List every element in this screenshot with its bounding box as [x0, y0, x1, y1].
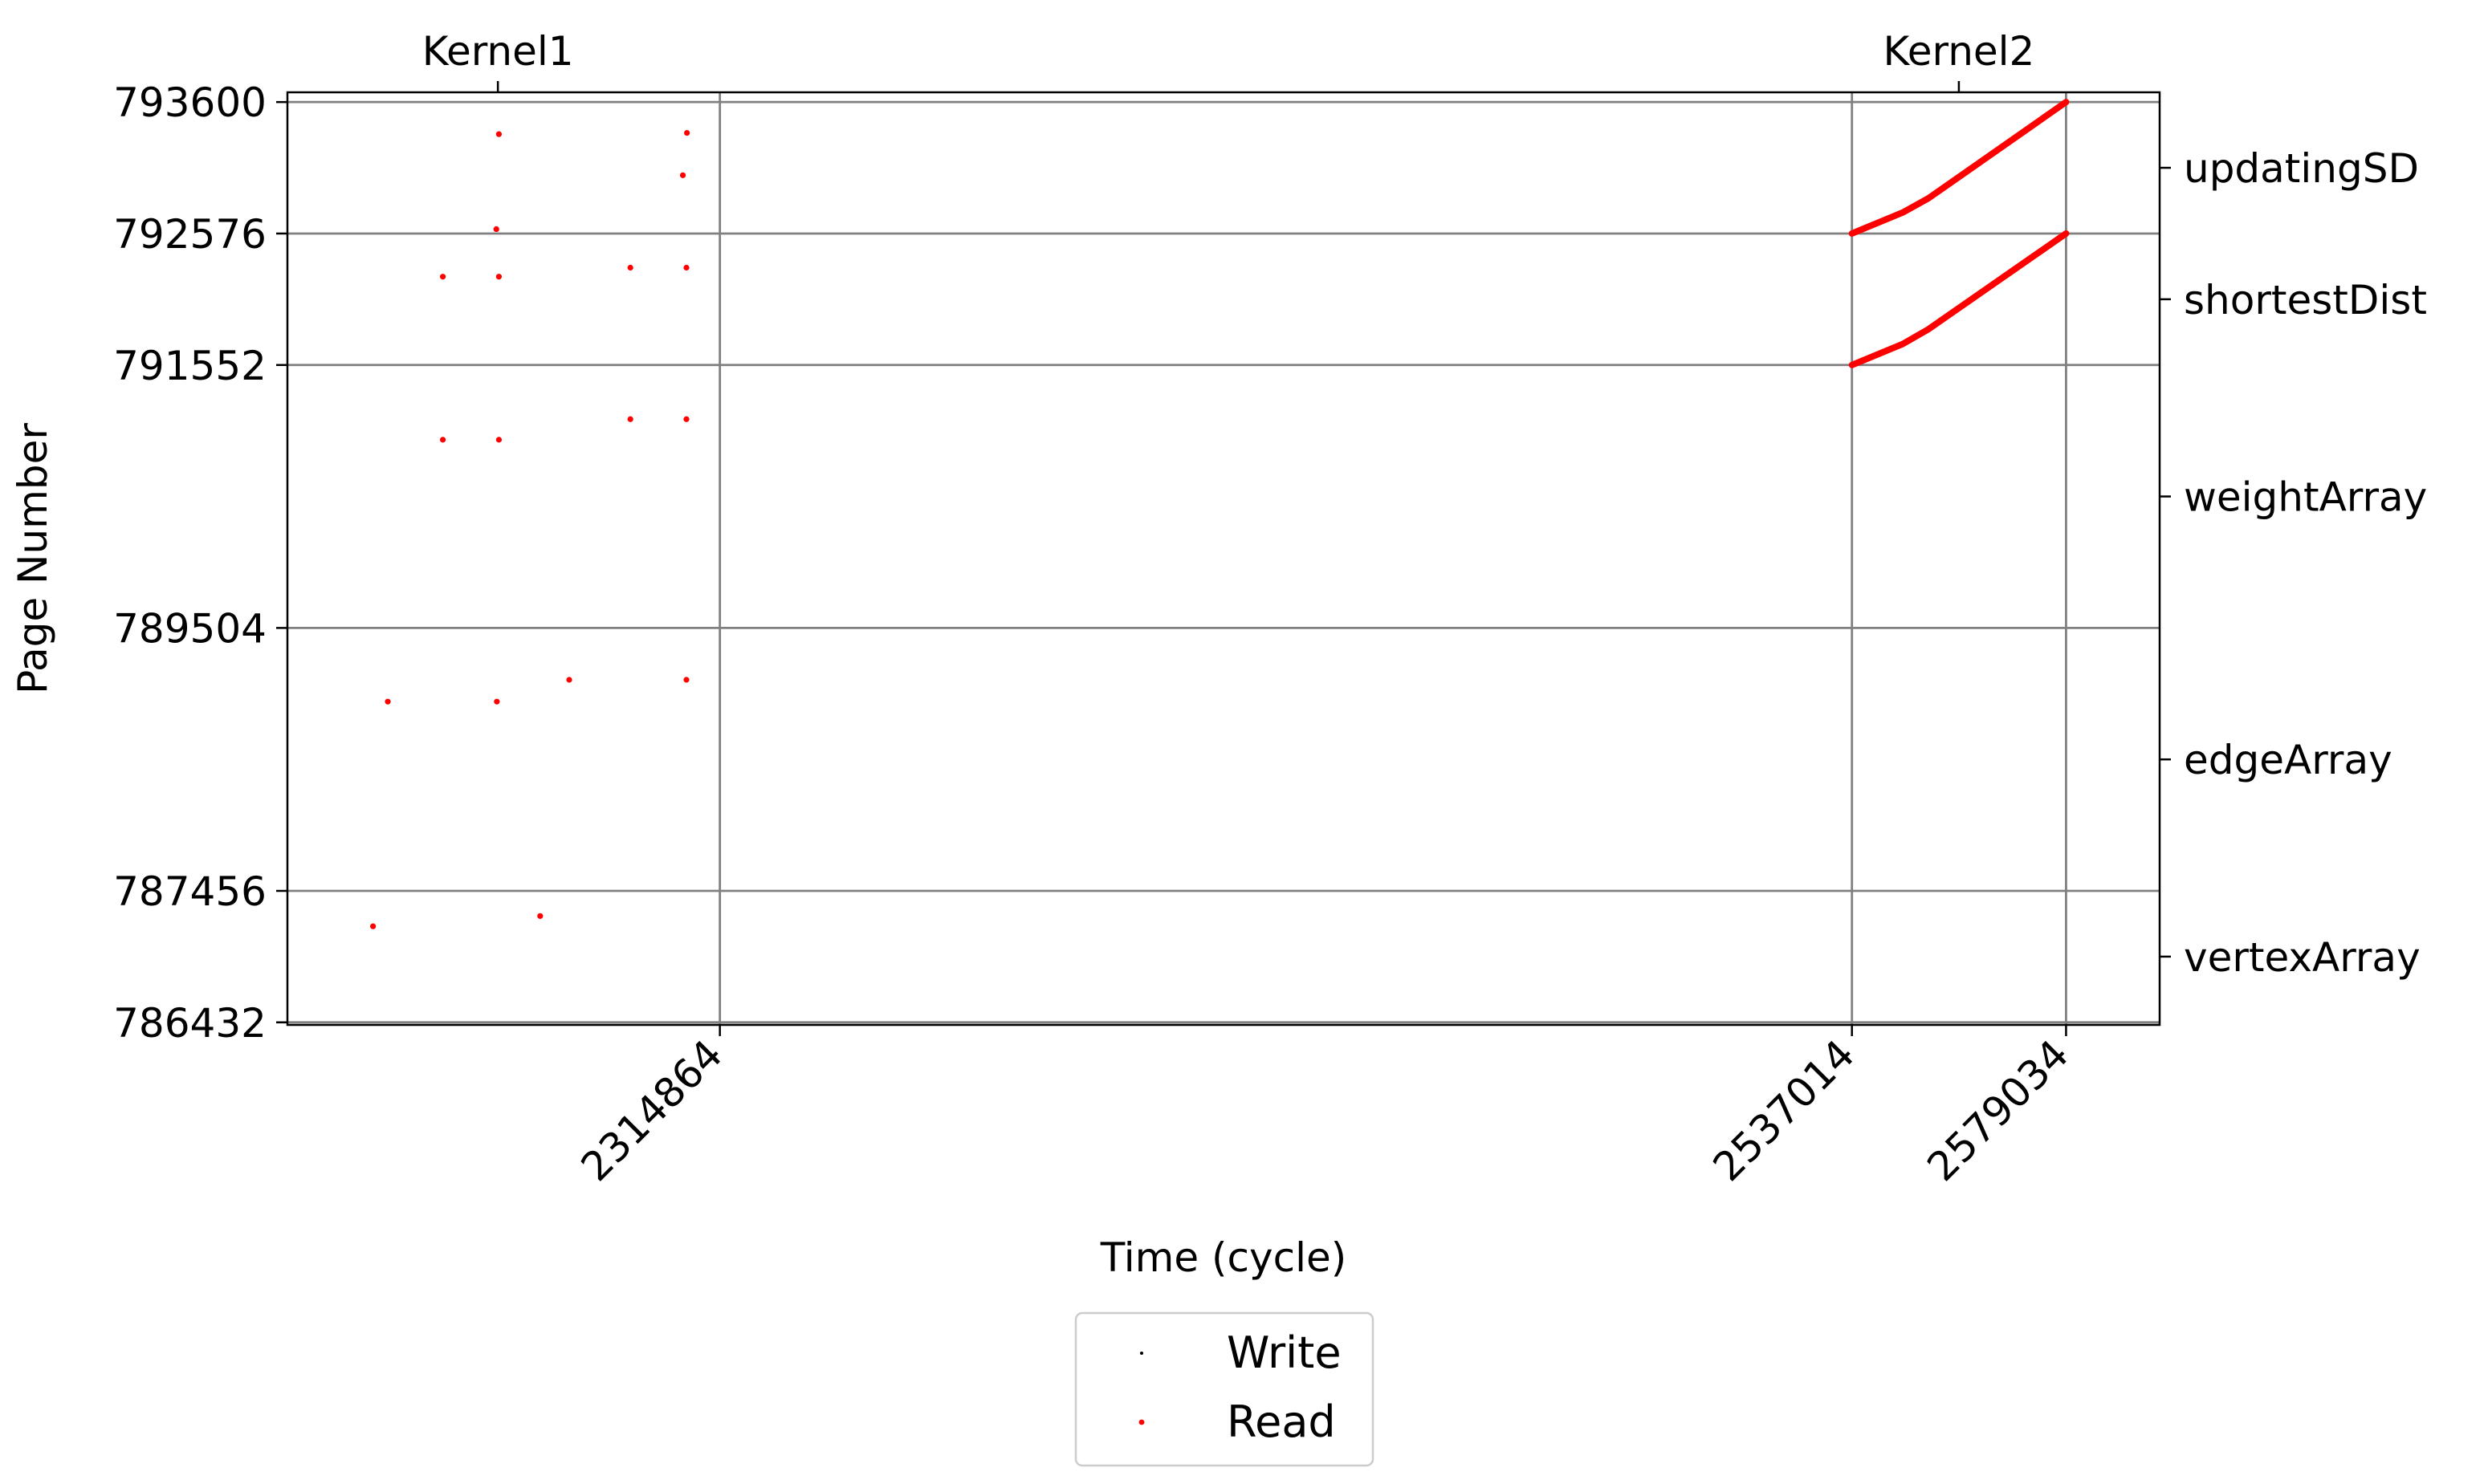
legend-marker-write: [1140, 1352, 1143, 1355]
data-point-read: [679, 172, 686, 178]
data-point-read: [439, 437, 446, 443]
grid: [287, 92, 2160, 1025]
data-point-read: [627, 264, 633, 271]
y-axis-label: Page Number: [10, 423, 56, 694]
y-tick-label: 787456: [113, 868, 267, 915]
y-tick-label: 792576: [113, 211, 267, 258]
data-point-read: [370, 923, 377, 929]
data-point-read: [683, 416, 690, 422]
right-tick-label: weightArray: [2184, 474, 2427, 521]
plot-frame: [286, 91, 2161, 1027]
data-point-read: [495, 274, 503, 280]
top-tick-label: Kernel1: [422, 28, 574, 75]
right-tick-label: shortestDist: [2184, 277, 2427, 323]
data-line-read: [1848, 99, 2070, 237]
data-point-read: [494, 698, 500, 705]
right-array-axis: updatingSD shortestDist weightArray edgeArr…: [2160, 145, 2427, 981]
data-point-read: [566, 677, 572, 683]
data-point-read: [684, 129, 690, 136]
plot-data: [370, 99, 2070, 929]
y-tick-label: 791552: [113, 343, 267, 389]
data-point-read: [683, 677, 690, 683]
data-point-read: [627, 416, 633, 422]
legend-label: Write: [1227, 1327, 1342, 1378]
top-kernel-axis: Kernel1 Kernel2: [422, 28, 2034, 92]
data-point-read: [439, 274, 446, 280]
right-tick-label: updatingSD: [2184, 145, 2419, 192]
data-line-read: [1848, 230, 2070, 368]
y-tick-label: 793600: [113, 79, 267, 126]
data-point-read: [495, 437, 503, 443]
data-point-read: [493, 226, 499, 233]
legend: Write Read: [1074, 1311, 1374, 1467]
x-tick-label: 2537014: [1704, 1031, 1863, 1189]
data-point-read: [495, 131, 503, 137]
right-tick-label: vertexArray: [2184, 934, 2421, 981]
legend-label: Read: [1227, 1397, 1336, 1447]
y-axis: 786432 787456 789504 791552 792576 793600: [113, 79, 287, 1047]
x-tick-label: 2579034: [1918, 1031, 2077, 1189]
x-tick-label: 2314864: [572, 1031, 731, 1189]
data-point-read: [385, 698, 391, 705]
data-point-read: [683, 264, 690, 271]
right-tick-label: edgeArray: [2184, 737, 2392, 783]
y-tick-label: 789504: [113, 605, 267, 652]
x-axis: 2314864 2537014 2579034: [572, 1025, 2078, 1190]
x-axis-label: Time (cycle): [1100, 1234, 1347, 1281]
top-tick-label: Kernel2: [1883, 28, 2034, 75]
legend-box: [1074, 1311, 1374, 1467]
y-tick-label: 786432: [113, 1000, 267, 1047]
legend-marker-read: [1138, 1419, 1145, 1425]
data-point-read: [537, 913, 544, 919]
